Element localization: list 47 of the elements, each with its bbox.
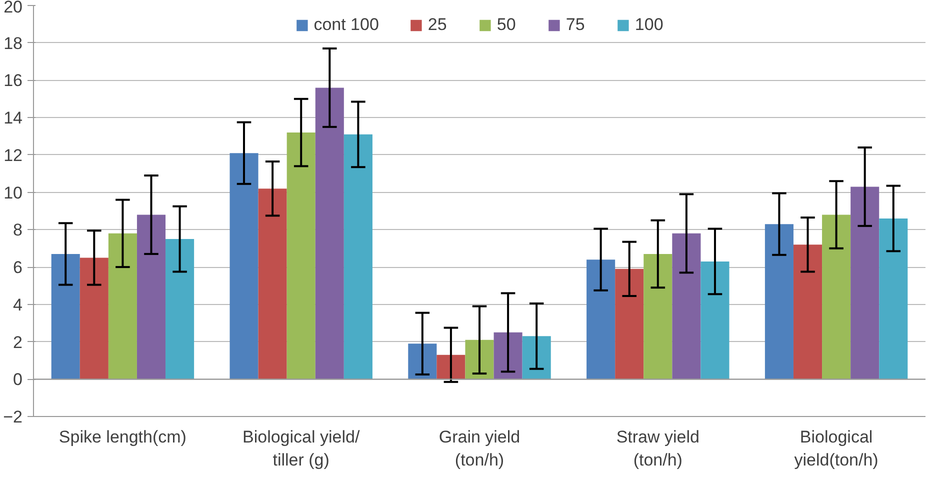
y-tick-label: 16	[4, 71, 23, 90]
bar	[850, 186, 880, 380]
legend-label: 25	[428, 15, 448, 35]
legend-label: cont 100	[314, 15, 379, 35]
bar	[700, 261, 730, 380]
x-tick-label: Straw yield (ton/h)	[616, 428, 700, 470]
bar	[286, 132, 316, 380]
bar	[258, 188, 287, 380]
y-tick-label: 6	[13, 258, 23, 278]
bar	[615, 268, 644, 380]
y-tick-label: 2	[13, 332, 23, 352]
x-tick-label: Biological yield(ton/h)	[794, 428, 878, 470]
bar	[408, 344, 437, 380]
bar	[793, 244, 822, 380]
bar	[136, 214, 166, 380]
bar	[51, 254, 80, 380]
legend-label: 50	[496, 15, 517, 35]
x-tick-label: Grain yield (ton/h)	[438, 428, 520, 470]
bar	[822, 214, 851, 380]
y-tick-label: 0	[13, 370, 23, 390]
legend-label: 75	[566, 15, 586, 35]
bar	[80, 258, 108, 380]
bar	[586, 260, 616, 380]
bar	[344, 134, 372, 380]
bar	[436, 354, 466, 380]
x-tick-label: Biological yield/ tiller (g)	[242, 428, 360, 470]
bar	[230, 153, 258, 380]
bar	[879, 218, 908, 380]
bar	[315, 88, 344, 380]
bar	[764, 224, 794, 380]
y-tick-label: 14	[4, 108, 23, 128]
bar	[522, 336, 551, 380]
y-tick-label: 8	[13, 220, 23, 240]
bar	[494, 332, 522, 380]
bar	[465, 340, 494, 380]
bar	[672, 233, 701, 380]
y-tick-label: 20	[4, 0, 23, 16]
bar	[644, 254, 672, 380]
y-tick-label: −2	[3, 408, 23, 426]
y-tick-label: 10	[4, 183, 23, 202]
x-tick-label: Spike length(cm)	[58, 428, 186, 446]
legend-label: 100	[634, 15, 664, 35]
y-tick-label: 12	[4, 146, 23, 165]
bar	[166, 239, 194, 380]
bar	[108, 233, 137, 380]
y-tick-label: 18	[4, 34, 23, 53]
y-tick-label: 4	[13, 295, 23, 314]
